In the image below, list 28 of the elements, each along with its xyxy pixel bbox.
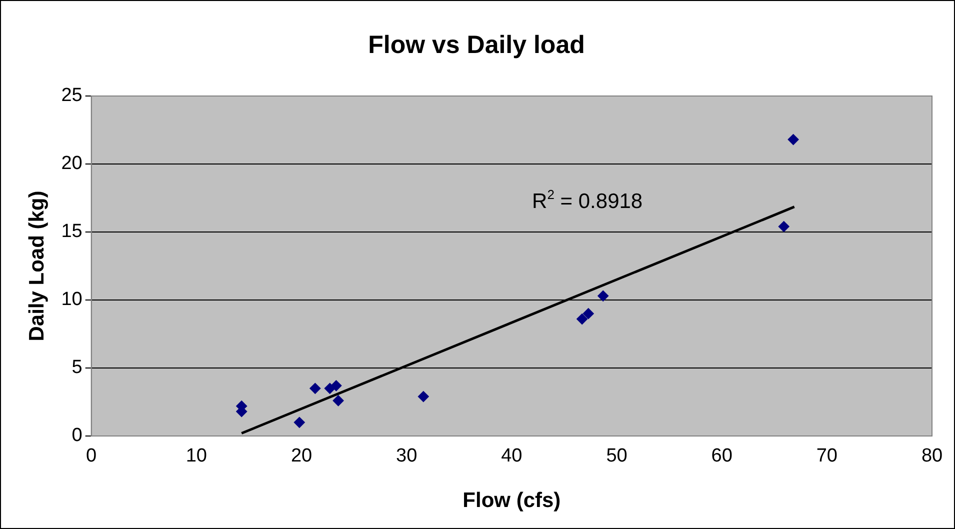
y-tick-label: 5 bbox=[72, 357, 82, 378]
chart-title: Flow vs Daily load bbox=[368, 30, 585, 59]
point bbox=[332, 395, 344, 406]
point bbox=[294, 416, 305, 428]
y-tick-label: 0 bbox=[72, 425, 82, 446]
x-tick-label: 60 bbox=[711, 446, 732, 467]
x-tick-label: 0 bbox=[86, 446, 97, 467]
x-tick-label: 30 bbox=[396, 446, 418, 467]
point bbox=[418, 391, 429, 402]
point bbox=[788, 134, 799, 146]
x-tick-label: 50 bbox=[606, 446, 628, 467]
point bbox=[598, 290, 609, 302]
x-axis-title: Flow (cfs) bbox=[462, 489, 561, 512]
y-tick-label: 20 bbox=[61, 153, 82, 174]
y-tick-label: 10 bbox=[61, 289, 82, 310]
point bbox=[778, 221, 790, 232]
point bbox=[310, 382, 321, 394]
y-tick-label: 15 bbox=[61, 221, 82, 242]
x-tick-label: 40 bbox=[501, 446, 522, 467]
point bbox=[330, 380, 342, 392]
x-tick-label: 10 bbox=[186, 446, 207, 467]
point bbox=[582, 308, 594, 320]
x-tick-label: 20 bbox=[290, 446, 312, 467]
x-tick-label: 80 bbox=[921, 446, 943, 467]
x-tick-label: 70 bbox=[816, 446, 838, 467]
y-tick-label: 25 bbox=[61, 85, 82, 106]
point bbox=[576, 314, 588, 325]
y-axis-title: Daily Load (kg) bbox=[25, 190, 48, 342]
